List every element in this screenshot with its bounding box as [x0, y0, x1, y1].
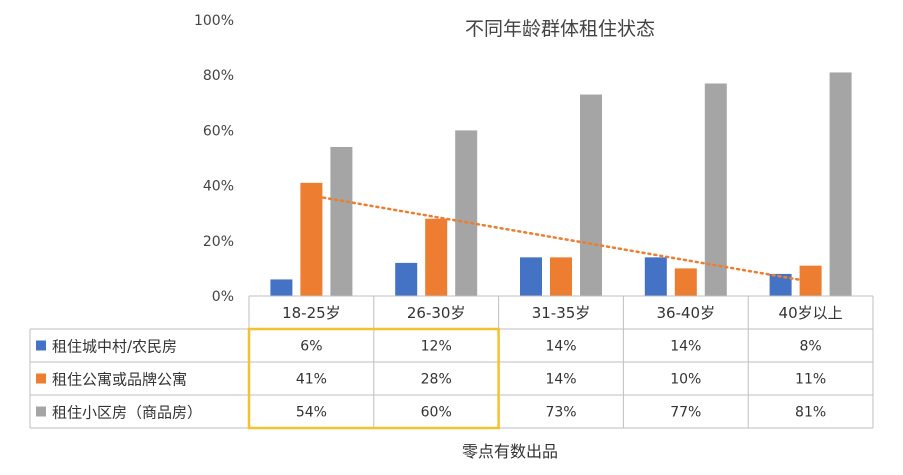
data-table-cell: 54%: [296, 405, 327, 421]
source-note: 零点有数出品: [461, 442, 558, 461]
legend-key: [36, 340, 46, 351]
y-tick-label: 80%: [203, 68, 234, 84]
legend-key: [36, 373, 46, 384]
legend-label: 租住城中村/农民房: [52, 338, 177, 356]
y-tick-label: 0%: [212, 289, 234, 305]
legend-key: [36, 406, 46, 417]
bar: [580, 94, 602, 297]
bar: [550, 257, 572, 296]
y-tick-label: 60%: [203, 123, 234, 139]
data-table-cell: 77%: [670, 405, 701, 421]
category-label: 18-25岁: [282, 304, 341, 322]
bar: [769, 273, 792, 296]
legend-label: 租住公寓或品牌公寓: [52, 371, 187, 389]
data-table-cell: 14%: [545, 339, 576, 355]
data-table-cell: 14%: [670, 339, 701, 355]
data-table-cell: 60%: [421, 405, 452, 421]
bar: [674, 268, 697, 296]
data-table-cell: 10%: [670, 372, 701, 388]
bar: [520, 257, 542, 296]
bar: [270, 279, 293, 296]
data-table-cell: 8%: [799, 339, 821, 355]
bar: [704, 83, 727, 296]
data-table-cell: 11%: [795, 372, 826, 388]
bar: [644, 257, 667, 296]
category-label: 31-35岁: [532, 304, 591, 322]
data-table-cell: 73%: [545, 405, 576, 421]
trendline: [310, 194, 812, 283]
bar: [395, 262, 418, 296]
data-table-cell: 41%: [296, 372, 327, 388]
data-table-cell: 12%: [421, 339, 452, 355]
bar: [425, 218, 448, 296]
y-tick-label: 100%: [194, 13, 234, 29]
data-table-cell: 6%: [300, 339, 322, 355]
bar: [829, 72, 852, 296]
data-table-cell: 14%: [545, 372, 576, 388]
chart-title: 不同年龄群体租住状态: [464, 18, 655, 40]
legend-label: 租住小区房（商品房）: [52, 404, 202, 422]
category-label: 40岁以上: [779, 304, 843, 322]
bar: [300, 182, 323, 296]
y-tick-label: 40%: [203, 179, 234, 195]
category-label: 36-40岁: [657, 304, 716, 322]
y-tick-label: 20%: [203, 234, 234, 250]
data-table-cell: 28%: [421, 372, 452, 388]
category-label: 26-30岁: [407, 304, 466, 322]
bar: [330, 146, 353, 296]
data-table-cell: 81%: [795, 405, 826, 421]
bar: [455, 130, 478, 296]
highlight-box: [247, 327, 500, 430]
